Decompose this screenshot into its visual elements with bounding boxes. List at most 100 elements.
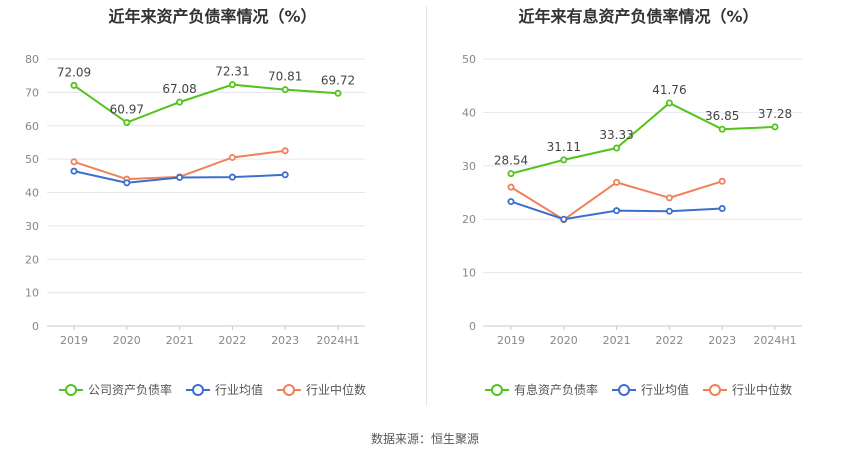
y-tick-label: 20 <box>462 213 476 226</box>
data-label: 72.09 <box>57 65 91 79</box>
right-chart-panel: 近年来有息资产负债率情况（%） 0 10 20 30 40 50 2019 2020 2021 2… <box>427 0 850 410</box>
data-point <box>507 183 515 191</box>
legend-item[interactable]: 公司资产负债率 <box>58 381 172 398</box>
data-point <box>70 81 78 89</box>
y-tick-label: 40 <box>25 187 39 200</box>
data-point <box>123 119 131 127</box>
x-tick-label: 2022 <box>218 334 246 347</box>
data-label: 72.31 <box>215 65 249 79</box>
data-point <box>507 170 515 178</box>
x-tick-label: 2021 <box>166 334 194 347</box>
legend-label: 有息资产负债率 <box>513 383 598 397</box>
data-point <box>176 98 184 106</box>
x-tick-label: 2021 <box>603 334 631 347</box>
data-point <box>560 156 568 164</box>
x-tick-label: 2019 <box>497 334 525 347</box>
y-tick-label: 60 <box>25 120 39 133</box>
data-point <box>613 207 621 215</box>
legend-swatch-marker <box>617 383 630 396</box>
legend-swatch-marker <box>490 383 503 396</box>
y-tick-label: 10 <box>462 267 476 280</box>
data-point <box>281 171 289 179</box>
y-tick-label: 30 <box>25 220 39 233</box>
data-label: 36.85 <box>705 109 739 123</box>
data-label: 69.72 <box>321 73 355 87</box>
data-point <box>228 81 236 89</box>
data-label: 70.81 <box>268 70 302 84</box>
data-point <box>334 89 342 97</box>
data-label: 31.11 <box>547 140 581 154</box>
data-label: 41.76 <box>652 83 686 97</box>
data-point <box>718 125 726 133</box>
data-label: 28.54 <box>494 154 528 168</box>
right-chart-legend: 有息资产负债率 行业均值 行业中位数 <box>427 381 850 398</box>
y-tick-label: 50 <box>25 153 39 166</box>
data-point <box>176 173 184 181</box>
legend-label: 行业均值 <box>640 383 689 397</box>
data-point <box>507 198 515 206</box>
legend-swatch-icon <box>58 383 83 396</box>
panel-divider <box>426 6 427 406</box>
legend-swatch-marker <box>283 383 295 396</box>
legend-label: 行业中位数 <box>306 383 367 397</box>
x-tick-label: 2023 <box>708 334 736 347</box>
data-point <box>123 179 131 187</box>
y-tick-label: 20 <box>25 253 39 266</box>
legend-label: 行业均值 <box>214 383 263 397</box>
data-source-note: 数据来源：恒生聚源 <box>370 432 479 446</box>
data-point <box>228 173 236 181</box>
data-label: 60.97 <box>110 103 144 117</box>
data-point <box>613 144 621 152</box>
x-tick-label: 2022 <box>655 334 683 347</box>
legend-label: 行业中位数 <box>732 383 793 397</box>
legend-item[interactable]: 行业中位数 <box>703 381 792 398</box>
data-label: 67.08 <box>162 82 196 96</box>
x-tick-label: 2024H1 <box>753 334 796 347</box>
series-line <box>510 101 776 175</box>
data-label: 33.33 <box>599 128 633 142</box>
data-point <box>228 153 236 161</box>
y-tick-label: 0 <box>469 320 476 333</box>
data-point <box>613 178 621 186</box>
data-point <box>718 177 726 185</box>
y-tick-label: 40 <box>462 106 476 119</box>
x-tick-label: 2019 <box>60 334 88 347</box>
x-tick-label: 2023 <box>271 334 299 347</box>
legend-swatch-icon <box>703 383 727 396</box>
chart-title: 近年来资产负债率情况（%） <box>108 7 317 26</box>
left-chart-panel: 近年来资产负债率情况（%） 0 10 20 30 40 50 60 70 80 2019 2020 2… <box>0 0 425 410</box>
legend-swatch-marker <box>709 383 721 396</box>
legend-item[interactable]: 行业均值 <box>611 381 689 398</box>
legend-swatch-icon <box>277 383 301 396</box>
data-point <box>771 123 779 131</box>
y-tick-label: 10 <box>25 287 39 300</box>
legend-item[interactable]: 行业中位数 <box>277 381 366 398</box>
data-label: 37.28 <box>758 107 792 121</box>
legend-item[interactable]: 行业均值 <box>185 381 263 398</box>
legend-swatch-marker <box>64 383 77 396</box>
data-point <box>665 194 673 202</box>
data-point <box>665 99 673 107</box>
x-tick-label: 2020 <box>113 334 141 347</box>
y-tick-label: 70 <box>25 86 39 99</box>
data-point <box>665 207 673 215</box>
legend-label: 公司资产负债率 <box>87 383 172 397</box>
chart-title: 近年来有息资产负债率情况（%） <box>518 7 759 26</box>
y-tick-label: 50 <box>462 53 476 66</box>
legend-item[interactable]: 有息资产负债率 <box>484 381 598 398</box>
x-tick-label: 2024H1 <box>316 334 359 347</box>
legend-swatch-marker <box>191 383 204 396</box>
data-point <box>718 205 726 213</box>
y-tick-label: 30 <box>462 160 476 173</box>
data-point <box>70 158 78 166</box>
series-line <box>73 83 339 124</box>
y-tick-label: 0 <box>32 320 39 333</box>
x-tick-label: 2020 <box>550 334 578 347</box>
data-point <box>281 86 289 94</box>
data-point <box>281 147 289 155</box>
left-chart-legend: 公司资产负债率 行业均值 行业中位数 <box>0 381 425 398</box>
y-tick-label: 80 <box>25 53 39 66</box>
right-chart-plot: 0 10 20 30 40 50 2019 2020 2021 2022 2023 2024H1 28.… <box>462 53 802 347</box>
data-point <box>70 167 78 175</box>
legend-swatch-icon <box>611 383 636 396</box>
